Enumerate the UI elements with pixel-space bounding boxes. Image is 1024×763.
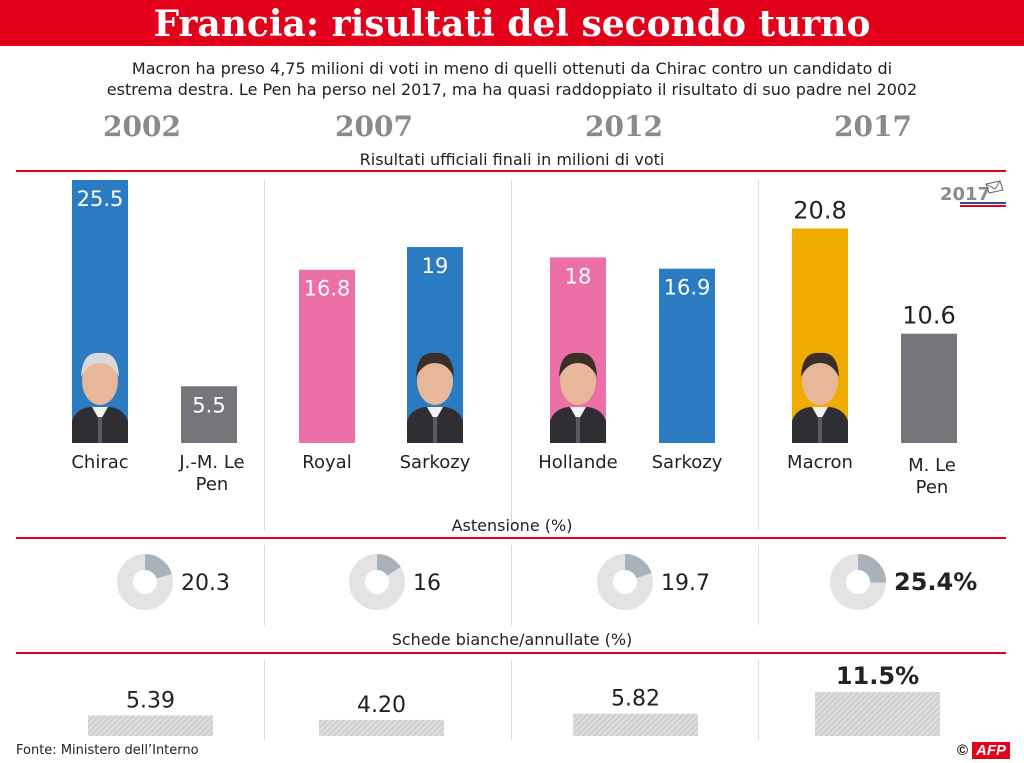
blank-value-label: 5.39 xyxy=(126,688,175,713)
abstention-slice xyxy=(830,554,886,610)
divider xyxy=(264,660,265,740)
year-2002: 2002 xyxy=(103,110,181,143)
candidate-label: M. Le xyxy=(908,455,956,476)
votes-section-label: Risultati ufficiali finali in milioni di… xyxy=(359,150,665,169)
abstention-donut-2002: 20.3 xyxy=(117,554,230,610)
subtitle: Macron ha preso 4,75 milioni di voti in … xyxy=(10,58,1014,100)
bar-value-label: 19 xyxy=(422,254,449,278)
blank-bar-2017 xyxy=(815,692,940,736)
year-2017: 2017 xyxy=(834,110,912,143)
abstention-section-label: Astensione (%) xyxy=(451,516,573,535)
title-bar xyxy=(0,0,1024,46)
bar-value-label: 20.8 xyxy=(793,196,846,224)
bar-j-m-le-pen-2002 xyxy=(181,386,237,443)
divider xyxy=(511,660,512,740)
candidate-label: Macron xyxy=(787,452,853,473)
divider xyxy=(758,545,759,625)
bar-value-label: 25.5 xyxy=(77,187,124,211)
source-note: Fonte: Ministero dell’Interno xyxy=(16,743,199,758)
bar-value-label: 16.8 xyxy=(304,277,351,301)
abstention-donut-2012: 19.7 xyxy=(597,554,710,610)
election-2017-logo: 2017 xyxy=(940,180,1006,207)
candidate-label: J.-M. Le xyxy=(178,452,244,473)
divider xyxy=(758,660,759,740)
bar-value-label: 16.9 xyxy=(664,276,711,300)
afp-logo: AFP xyxy=(972,742,1010,759)
chirac-portrait xyxy=(72,352,128,443)
bar-value-label: 5.5 xyxy=(192,393,225,417)
sarkozy-portrait xyxy=(407,352,463,443)
afp-credit: © AFP xyxy=(957,742,1010,759)
blank-bar-2007 xyxy=(319,719,444,736)
candidate-label: Sarkozy xyxy=(400,452,471,473)
abstention-donut-2007: 16 xyxy=(349,554,441,610)
abstention-donut-2017: 25.4% xyxy=(830,554,977,610)
blank-section-label: Schede bianche/annullate (%) xyxy=(391,630,633,649)
candidate-label: Sarkozy xyxy=(652,452,723,473)
divider xyxy=(264,545,265,625)
abstention-slice xyxy=(349,554,405,610)
candidate-label: Pen xyxy=(196,474,229,495)
blank-value-label: 11.5% xyxy=(836,662,919,690)
bar-m-le-pen-2017 xyxy=(901,333,957,443)
divider xyxy=(511,545,512,625)
divider xyxy=(511,180,512,530)
logo-text: 2017 xyxy=(940,184,990,205)
divider xyxy=(758,180,759,530)
hollande-portrait xyxy=(550,352,606,443)
candidate-label: Chirac xyxy=(71,452,128,473)
blank-value-label: 5.82 xyxy=(611,687,660,712)
blank-bar-2012 xyxy=(573,713,698,736)
abstention-value-label: 19.7 xyxy=(661,571,710,596)
blank-bar-2002 xyxy=(88,715,213,736)
abstention-slice xyxy=(117,554,173,610)
blank-rule xyxy=(16,652,1006,654)
bar-value-label: 18 xyxy=(565,264,592,288)
chart-title: Francia: risultati del secondo turno xyxy=(153,3,871,45)
abstention-rule xyxy=(16,537,1006,539)
candidate-label: Royal xyxy=(302,452,351,473)
subtitle-line-2: estrema destra. Le Pen ha perso nel 2017… xyxy=(106,80,918,99)
bar-royal-2007 xyxy=(299,269,355,443)
subtitle-line-1: Macron ha preso 4,75 milioni di voti in … xyxy=(131,59,893,78)
macron-portrait xyxy=(792,352,848,443)
year-2007: 2007 xyxy=(335,110,413,143)
year-2012: 2012 xyxy=(585,110,663,143)
abstention-slice xyxy=(597,554,653,610)
candidate-label: Hollande xyxy=(538,452,618,473)
abstention-value-label: 20.3 xyxy=(181,571,230,596)
divider xyxy=(264,180,265,530)
votes-rule xyxy=(16,170,1006,172)
bar-value-label: 10.6 xyxy=(902,302,955,330)
bar-sarkozy-2012 xyxy=(659,268,715,443)
abstention-value-label: 16 xyxy=(413,571,441,596)
abstention-value-label: 25.4% xyxy=(894,568,977,596)
copyright-symbol: © xyxy=(956,742,968,759)
candidate-label: Pen xyxy=(916,477,949,498)
blank-value-label: 4.20 xyxy=(357,693,406,718)
